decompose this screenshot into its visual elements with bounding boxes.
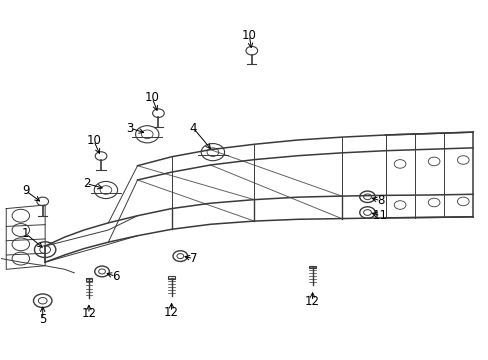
Text: 8: 8 — [376, 194, 384, 207]
Text: 2: 2 — [82, 177, 90, 190]
Text: 6: 6 — [112, 270, 119, 283]
Text: 4: 4 — [189, 122, 197, 135]
Text: 10: 10 — [242, 29, 256, 42]
Text: 12: 12 — [305, 295, 320, 308]
Text: 3: 3 — [126, 122, 134, 135]
Text: 10: 10 — [86, 134, 101, 147]
Text: 7: 7 — [189, 252, 197, 265]
Text: 12: 12 — [164, 306, 179, 319]
Text: 12: 12 — [81, 307, 96, 320]
Text: 5: 5 — [39, 313, 46, 326]
Text: 9: 9 — [22, 184, 29, 197]
Text: 10: 10 — [144, 91, 159, 104]
Text: 11: 11 — [372, 209, 387, 222]
Text: 1: 1 — [22, 227, 29, 240]
